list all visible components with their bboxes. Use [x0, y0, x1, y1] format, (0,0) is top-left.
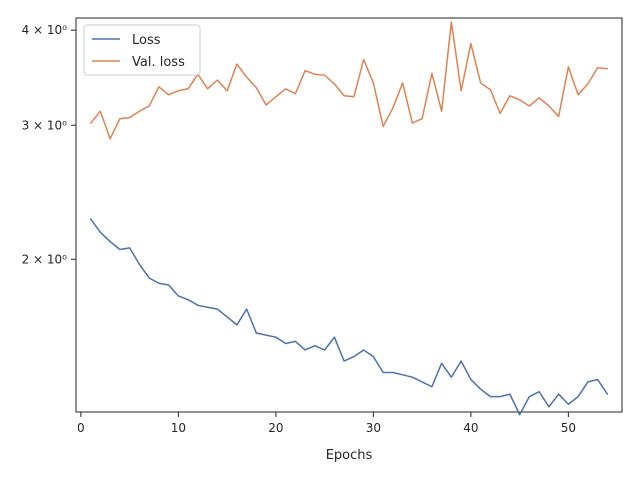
y-tick-label: 4 × 10⁰ — [22, 23, 68, 37]
plot-border — [75, 17, 623, 413]
plot-frame — [75, 17, 623, 413]
series-line-0 — [89, 218, 609, 416]
y-tick-label: 2 × 10⁰ — [22, 252, 68, 266]
legend-box — [83, 24, 201, 76]
legend-label-1: Val. loss — [132, 55, 185, 70]
x-axis-title: Epochs — [326, 448, 373, 463]
x-axis-ticks: 0 10 20 30 40 50 — [77, 412, 576, 435]
series-layer — [89, 21, 609, 416]
legend: Loss Val. loss — [83, 24, 201, 76]
x-tick-label: 10 — [171, 421, 186, 435]
x-tick-label: 0 — [77, 421, 85, 435]
y-tick-label: 3 × 10⁰ — [22, 118, 68, 132]
legend-label-0: Loss — [132, 33, 161, 48]
x-tick-label: 20 — [268, 421, 283, 435]
series-line-1 — [89, 21, 609, 140]
y-axis-ticks: 2 × 10⁰ 3 × 10⁰ 4 × 10⁰ — [22, 23, 76, 266]
x-tick-label: 30 — [366, 421, 381, 435]
x-tick-label: 50 — [561, 421, 576, 435]
x-tick-label: 40 — [463, 421, 478, 435]
